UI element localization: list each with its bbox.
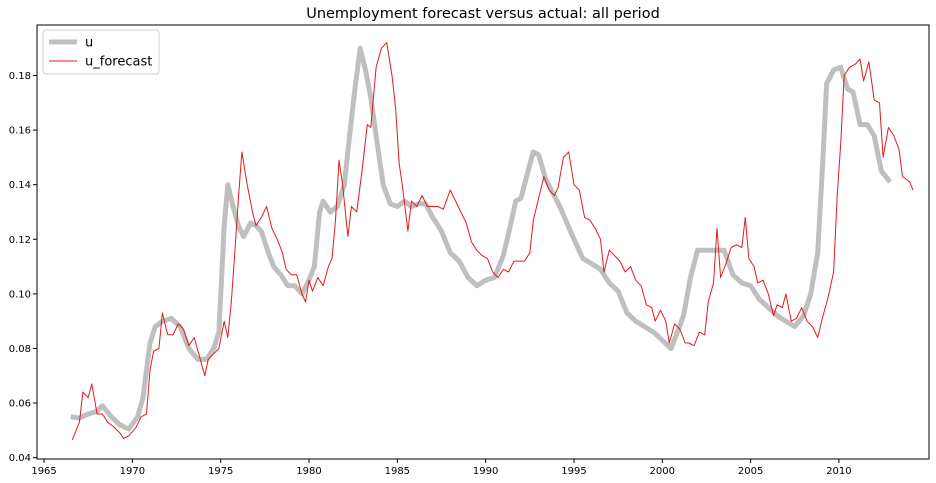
y-tick-label: 0.10 (9, 289, 31, 300)
legend-label: u (85, 36, 93, 51)
y-tick-label: 0.08 (9, 344, 31, 355)
axes: 1965 1970 1975 1980 1985 1990 1995 2000 2005 2010… (9, 24, 930, 477)
legend-label: u_forecast (85, 55, 152, 70)
x-tick-label: 1990 (473, 466, 498, 477)
x-tick-label: 1965 (31, 466, 56, 477)
y-tick-label: 0.12 (9, 235, 31, 246)
x-tick-label: 2010 (826, 466, 851, 477)
y-tick-label: 0.04 (9, 453, 31, 464)
x-tick-label: 1975 (208, 466, 233, 477)
y-tick-label: 0.06 (9, 399, 31, 410)
y-tick-label: 0.18 (9, 71, 31, 82)
series-line-u (70, 45, 893, 432)
x-tick-label: 1985 (385, 466, 410, 477)
chart-title: Unemployment forecast versus actual: all… (306, 6, 660, 22)
series-line-u-forecast (71, 42, 914, 441)
x-tick-label: 1970 (120, 466, 145, 477)
plot-area (70, 42, 914, 441)
plot-frame (36, 24, 930, 460)
x-tick-label: 2000 (650, 466, 675, 477)
x-tick-label: 1980 (296, 466, 321, 477)
x-tick-label: 1995 (561, 466, 586, 477)
y-tick-label: 0.16 (9, 126, 31, 137)
x-tick-label: 2005 (738, 466, 763, 477)
y-tick-label: 0.14 (9, 180, 31, 191)
legend: u u_forecast (42, 29, 160, 75)
